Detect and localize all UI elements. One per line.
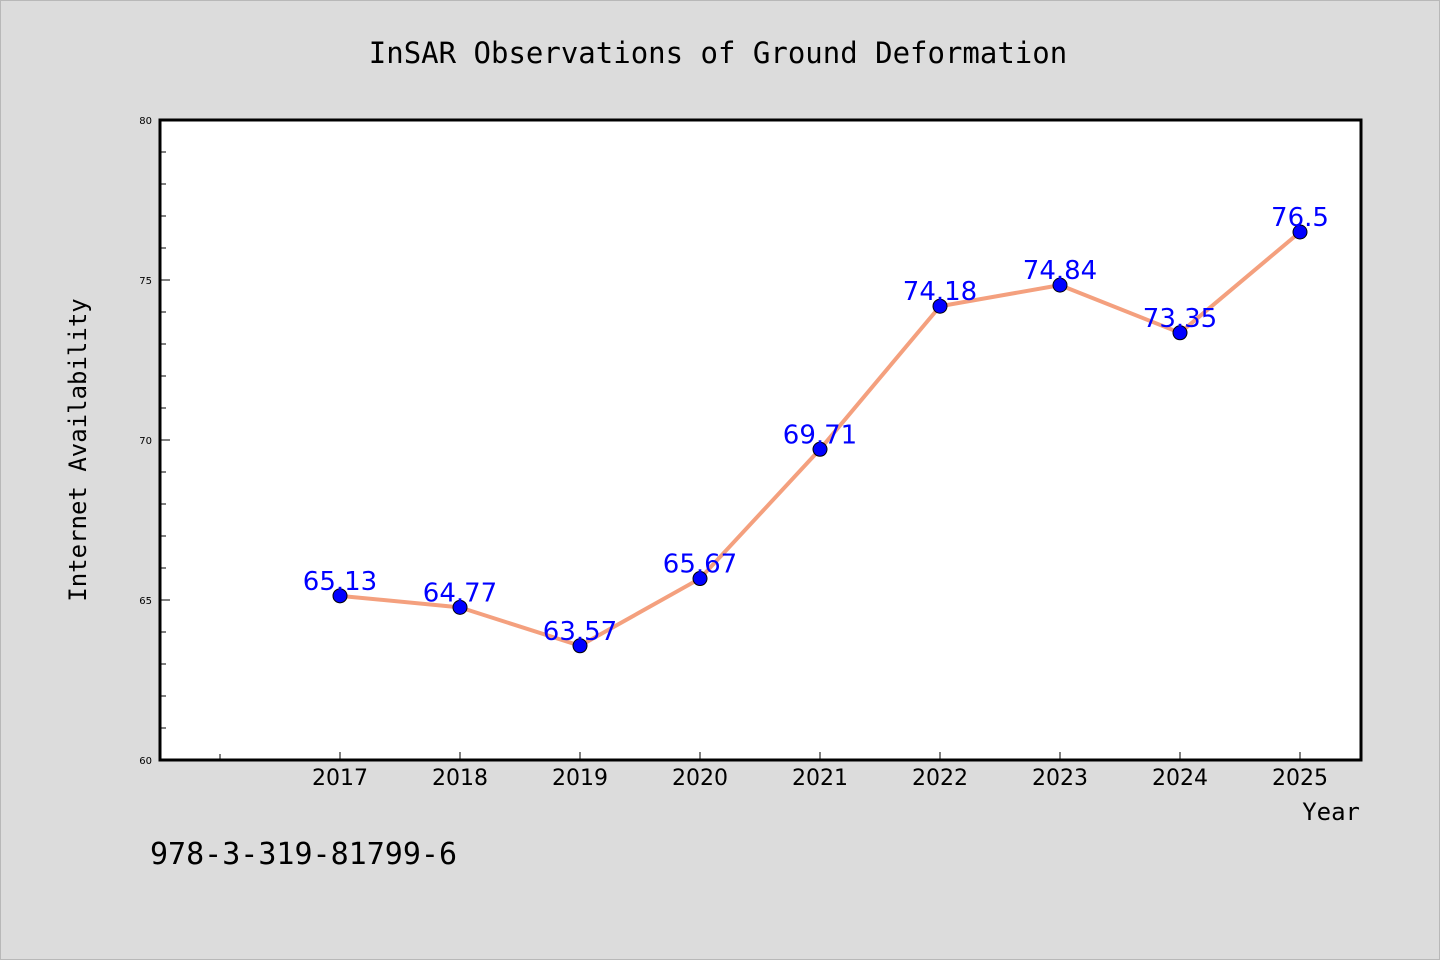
data-label: 69.71	[783, 420, 857, 450]
y-tick-label: 70	[139, 436, 152, 447]
data-label: 74.18	[903, 277, 977, 307]
plot-frame	[158, 118, 1363, 762]
x-tick-label: 2024	[1152, 766, 1208, 791]
x-tick-label: 2022	[912, 766, 968, 791]
data-point	[1172, 325, 1188, 341]
x-tick-label: 2020	[672, 766, 728, 791]
y-tick-label: 80	[139, 116, 152, 127]
data-label: 73.35	[1143, 304, 1217, 334]
data-point	[812, 441, 828, 457]
data-label: 74.84	[1023, 256, 1097, 286]
data-point	[452, 599, 468, 615]
data-point	[692, 571, 708, 587]
data-markers	[332, 224, 1308, 654]
isbn-annotation: 978-3-319-81799-6	[150, 837, 457, 872]
data-label: 65.13	[303, 567, 377, 597]
x-tick-label: 2025	[1272, 766, 1328, 791]
chart-title: InSAR Observations of Ground Deformation	[369, 36, 1067, 70]
data-point	[1052, 277, 1068, 293]
y-tick-label: 60	[139, 756, 152, 767]
data-label: 76.5	[1271, 203, 1329, 233]
x-axis: 2017 2018 2019 2020 2021 2022 2023 2024 2025	[219, 752, 1328, 791]
x-tick-label: 2017	[312, 766, 368, 791]
x-tick-label: 2021	[792, 766, 848, 791]
x-axis-label: Year	[1302, 798, 1360, 826]
data-point	[572, 638, 588, 654]
data-point	[332, 588, 348, 604]
data-labels: 65.13 64.77 63.57 65.67 69.71 74.18 74.84 73.35…	[303, 203, 1329, 647]
plot-area	[160, 120, 1361, 760]
data-point	[932, 298, 948, 314]
data-label: 64.77	[423, 578, 497, 608]
data-label: 63.57	[543, 617, 617, 647]
data-point	[1292, 224, 1308, 240]
y-tick-label: 75	[139, 276, 152, 287]
y-axis-label: Internet Availability	[64, 298, 92, 601]
x-tick-label: 2019	[552, 766, 608, 791]
x-tick-label: 2018	[432, 766, 488, 791]
y-tick-label: 65	[139, 596, 152, 607]
data-label: 65.67	[663, 550, 737, 580]
x-tick-label: 2023	[1032, 766, 1088, 791]
